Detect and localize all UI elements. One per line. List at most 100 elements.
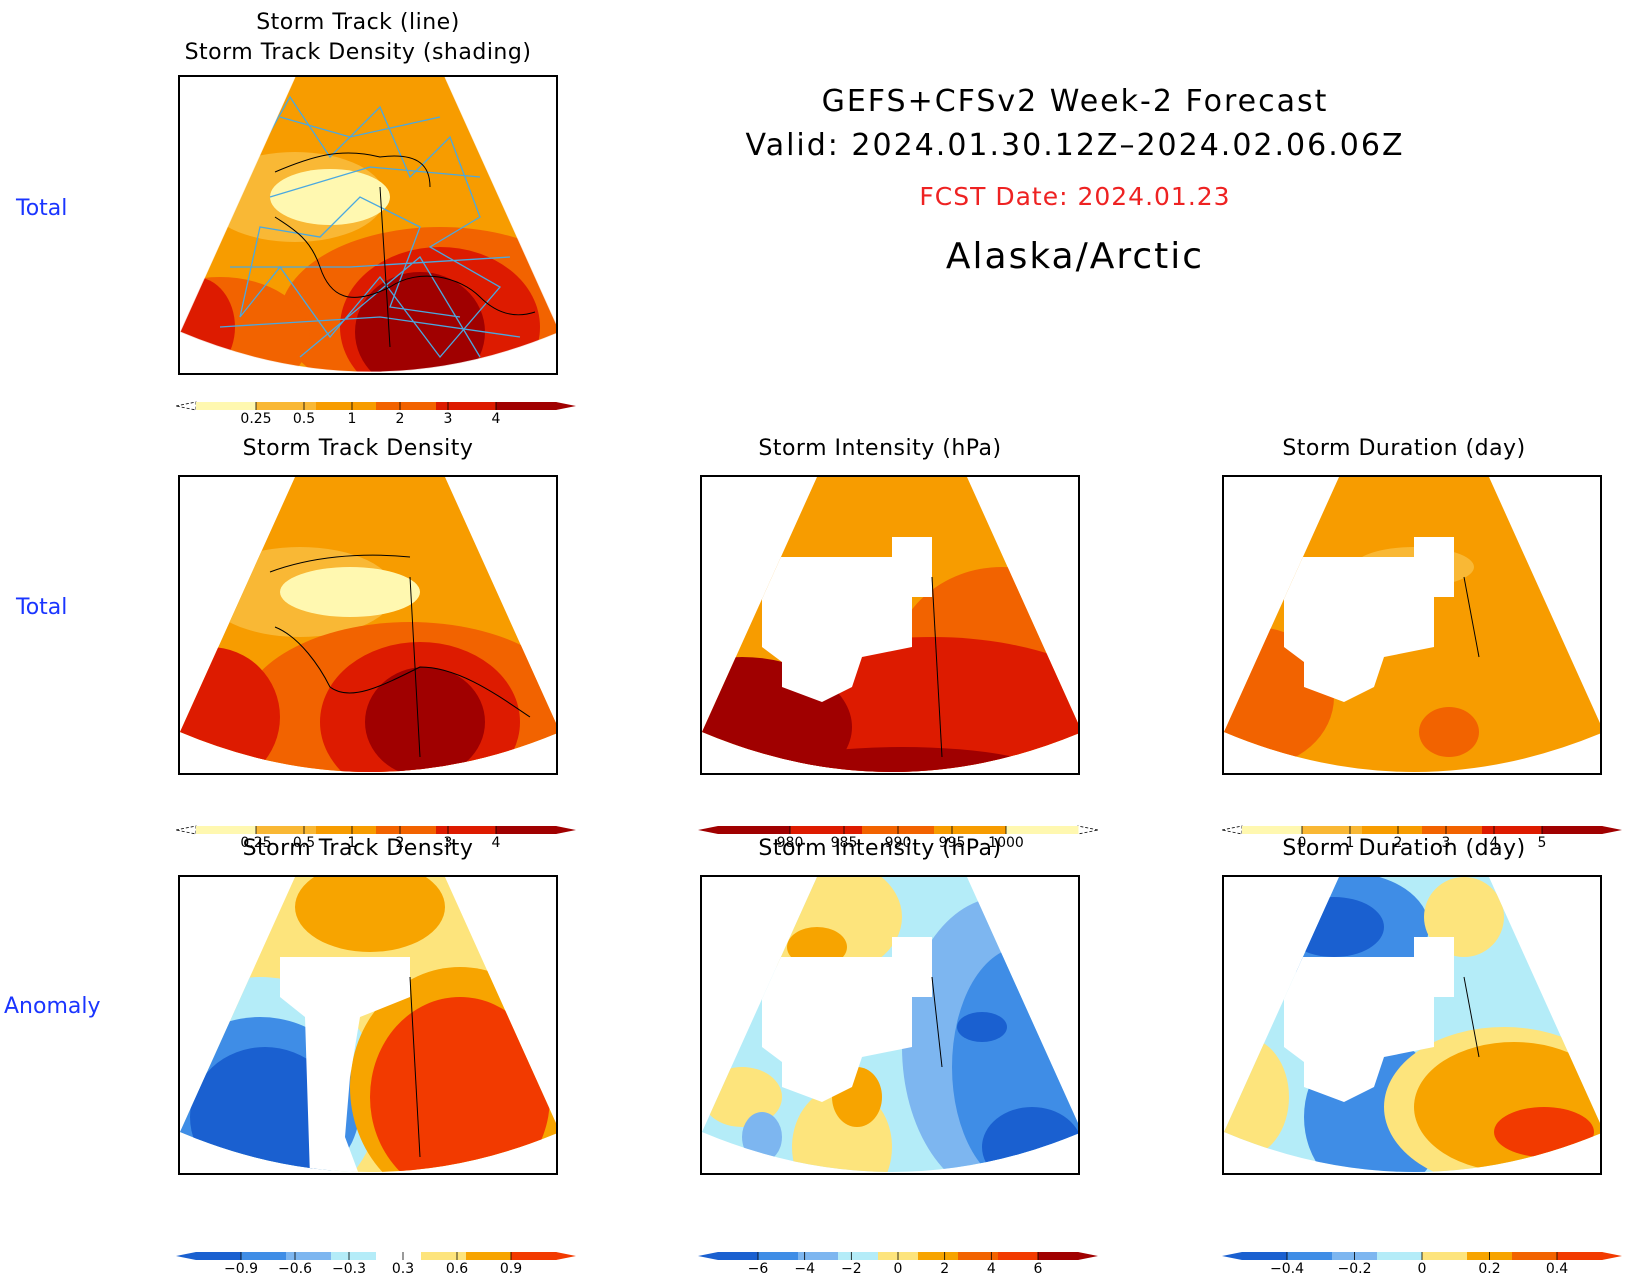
colorbar-segment xyxy=(256,826,317,834)
colorbar-tick-label: 4 xyxy=(987,1261,996,1275)
colorbar-segment xyxy=(466,1252,512,1260)
colorbar-segment xyxy=(376,1252,422,1260)
colorbar-tick-label: 6 xyxy=(1034,1261,1043,1275)
colorbar-tick-label: 2 xyxy=(396,411,405,427)
colorbar-segment xyxy=(1038,1252,1079,1260)
intensity-total-map xyxy=(700,475,1080,775)
colorbar-tick-label: 0 xyxy=(1418,1261,1427,1275)
intensity-anomaly-map-svg xyxy=(702,877,1078,1172)
colorbar-low-end xyxy=(1222,1252,1242,1260)
colorbar-tick-label: −0.4 xyxy=(1270,1261,1304,1275)
colorbar-low-end xyxy=(176,401,197,411)
colorbar-segment xyxy=(934,826,1007,834)
colorbar-segment xyxy=(196,1252,242,1260)
colorbar-tick-label: 0.5 xyxy=(293,411,315,427)
colorbar-tick-label: 0.5 xyxy=(293,835,315,851)
colorbar-segment xyxy=(1482,826,1543,834)
colorbar-tick-label: 4 xyxy=(1490,835,1499,851)
colorbar-tick-label: 3 xyxy=(1442,835,1451,851)
colorbar-tick-label: 5 xyxy=(1538,835,1547,851)
colorbar-segment xyxy=(436,402,497,410)
colorbar-segment xyxy=(790,826,863,834)
colorbar-segment xyxy=(1242,826,1303,834)
colorbar-tick-label: 0.4 xyxy=(1546,1261,1568,1275)
valid-period: Valid: 2024.01.30.12Z–2024.02.06.06Z xyxy=(745,128,1405,163)
row-label-total-middle: Total xyxy=(16,595,68,620)
r2c3-title: Storm Duration (day) xyxy=(1282,436,1526,461)
forecast-date: FCST Date: 2024.01.23 xyxy=(919,182,1231,211)
colorbar-tick-label: −0.3 xyxy=(332,1261,366,1275)
colorbar-tick-label: 985 xyxy=(831,835,858,851)
colorbar-low-end xyxy=(1222,825,1243,835)
colorbar-segment xyxy=(838,1252,879,1260)
colorbar-high-end xyxy=(1602,1252,1622,1260)
density-anomaly-map xyxy=(178,875,558,1175)
colorbar-segment xyxy=(1377,1252,1423,1260)
colorbar-duration-anomaly: −0.4 −0.2 0 0.2 0.4 xyxy=(1222,1252,1622,1275)
colorbar-segment xyxy=(1287,1252,1333,1260)
r2c2-title: Storm Intensity (hPa) xyxy=(758,436,1002,461)
colorbar-segment xyxy=(1006,826,1079,834)
colorbar-segment xyxy=(436,826,497,834)
colorbar-segment xyxy=(286,1252,332,1260)
colorbar-segment xyxy=(376,402,437,410)
duration-total-map xyxy=(1222,475,1602,775)
colorbar-tick-label: −0.6 xyxy=(278,1261,312,1275)
colorbar-segment xyxy=(1422,1252,1468,1260)
storm-track-map-svg xyxy=(180,77,556,373)
colorbar-high-end xyxy=(1078,1252,1098,1260)
colorbar-segment xyxy=(798,1252,839,1260)
colorbar-tick-label: 0.3 xyxy=(392,1261,414,1275)
colorbar-tick-label: 990 xyxy=(885,835,912,851)
colorbar-tick-label: 980 xyxy=(777,835,804,851)
colorbar-segment xyxy=(1362,826,1423,834)
colorbar-segment xyxy=(241,1252,287,1260)
colorbar-tick-label: −4 xyxy=(794,1261,815,1275)
colorbar-tick-label: 1 xyxy=(348,411,357,427)
colorbar-segment xyxy=(758,1252,799,1260)
storm-track-lines xyxy=(219,95,521,359)
colorbar-density-top: 0.25 0.5 1 2 3 4 xyxy=(176,401,576,427)
colorbar-duration-total: 0 1 2 3 4 5 xyxy=(1222,825,1622,851)
forecast-title: GEFS+CFSv2 Week-2 Forecast xyxy=(821,84,1329,119)
colorbar-tick-label: 2 xyxy=(396,835,405,851)
colorbar-high-end xyxy=(556,1252,576,1260)
colorbar-tick-label: 2 xyxy=(940,1261,949,1275)
colorbar-segment xyxy=(511,1252,557,1260)
colorbar-segment xyxy=(496,402,557,410)
colorbar-intensity-anomaly: −6 −4 −2 0 2 4 6 xyxy=(698,1252,1098,1275)
colorbar-low-end xyxy=(176,825,197,835)
colorbar-intensity-total: 980 985 990 995 1000 xyxy=(698,825,1098,851)
colorbar-high-end xyxy=(1602,826,1622,834)
colorbar-tick-label: 2 xyxy=(1394,835,1403,851)
colorbar-segment xyxy=(1302,826,1363,834)
intensity-anomaly-map xyxy=(700,875,1080,1175)
colorbar-low-end xyxy=(698,1252,718,1260)
colorbar-tick-label: 3 xyxy=(444,835,453,851)
intensity-total-map-svg xyxy=(702,477,1078,772)
colorbar-tick-label: −2 xyxy=(841,1261,862,1275)
top-panel-title-line1: Storm Track (line) xyxy=(256,10,460,35)
colorbar-high-end xyxy=(556,402,576,410)
r3c2-title: Storm Intensity (hPa) xyxy=(758,836,1002,861)
colorbar-segment xyxy=(958,1252,999,1260)
colorbar-segment xyxy=(718,1252,759,1260)
colorbar-segment xyxy=(1422,826,1483,834)
row-label-total-top: Total xyxy=(16,196,68,221)
colorbar-segment xyxy=(718,826,791,834)
colorbar-tick-label: −0.9 xyxy=(224,1261,258,1275)
colorbar-segment xyxy=(196,826,257,834)
colorbar-high-end xyxy=(1077,825,1098,835)
colorbar-segment xyxy=(1242,1252,1288,1260)
colorbar-segment xyxy=(316,402,377,410)
colorbar-low-end xyxy=(176,1252,196,1260)
colorbar-low-end xyxy=(698,826,718,834)
colorbar-high-end xyxy=(556,826,576,834)
colorbar-tick-label: 995 xyxy=(939,835,966,851)
density-anomaly-map-svg xyxy=(180,877,556,1172)
colorbar-segment xyxy=(918,1252,959,1260)
colorbar-tick-label: 1 xyxy=(348,835,357,851)
colorbar-tick-label: 0.6 xyxy=(446,1261,468,1275)
top-panel-title-line2: Storm Track Density (shading) xyxy=(184,40,532,65)
density-total-map xyxy=(178,475,558,775)
